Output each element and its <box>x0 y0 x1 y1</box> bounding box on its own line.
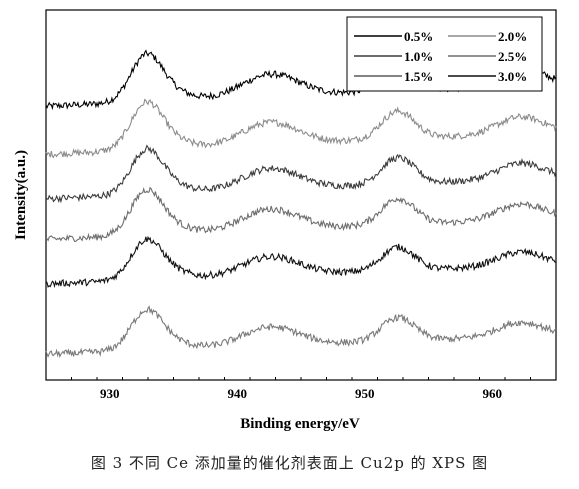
series-line-1_0pct <box>45 235 557 289</box>
y-axis-title: Intensity(a.u.) <box>13 150 29 240</box>
series-line-2_5pct <box>45 98 557 159</box>
x-axis-ticks: 930 940 950 960 <box>45 377 557 401</box>
legend-label: 1.5% <box>404 69 433 84</box>
x-axis-title: Binding energy/eV <box>240 416 360 432</box>
x-tick-label: 960 <box>483 386 503 401</box>
legend-label: 3.0% <box>498 69 527 84</box>
series-line-1_5pct <box>45 186 557 243</box>
legend-label: 2.0% <box>498 29 527 44</box>
legend: 0.5% 2.0% 1.0% 2.5% 1.5% 3.0% <box>346 16 543 92</box>
legend-label: 1.0% <box>404 49 433 64</box>
series-line-2_0pct <box>45 144 557 204</box>
legend-box <box>346 16 543 92</box>
figure-caption: 图 3 不同 Ce 添加量的催化剂表面上 Cu2p 的 XPS 图 <box>90 454 489 472</box>
legend-label: 2.5% <box>498 49 527 64</box>
x-tick-label: 940 <box>228 386 248 401</box>
series-line-0_5pct <box>45 305 557 359</box>
x-tick-label: 950 <box>355 386 375 401</box>
x-tick-label: 930 <box>100 386 120 401</box>
legend-label: 0.5% <box>404 29 433 44</box>
